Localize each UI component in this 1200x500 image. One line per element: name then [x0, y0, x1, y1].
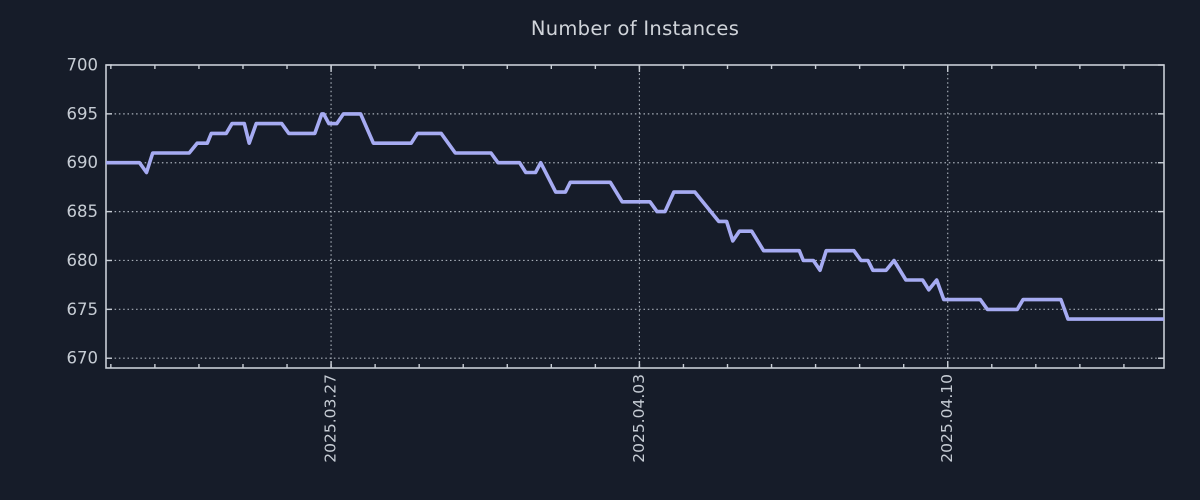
y-tick-label-680: 680 — [67, 251, 99, 270]
y-tick-label-685: 685 — [67, 202, 99, 221]
y-tick-label-700: 700 — [67, 56, 99, 75]
instances-series-line — [106, 112, 1164, 321]
plot-border — [105, 64, 1165, 369]
y-tick-label-695: 695 — [67, 104, 99, 123]
x-tick-label-2025.03.27: 2025.03.27 — [322, 374, 340, 463]
x-tick-label-2025.04.10: 2025.04.10 — [938, 374, 956, 463]
y-tick-label-690: 690 — [67, 153, 99, 172]
y-tick-label-670: 670 — [67, 349, 99, 368]
x-tick-label-2025.04.03: 2025.04.03 — [630, 374, 648, 463]
chart-title: Number of Instances — [530, 17, 740, 40]
y-tick-label-675: 675 — [67, 300, 99, 319]
